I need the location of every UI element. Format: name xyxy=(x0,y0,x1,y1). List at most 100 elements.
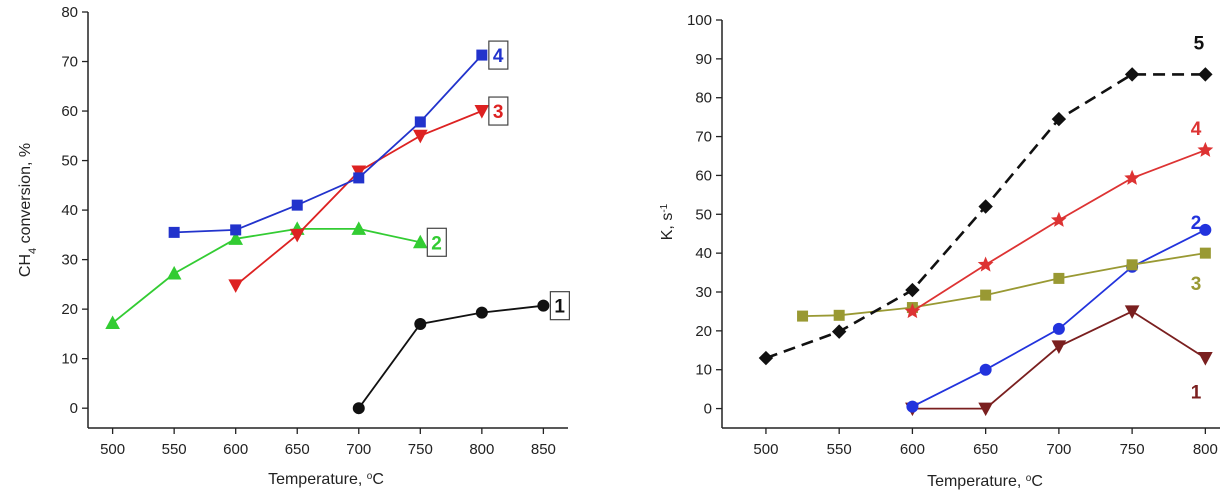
series-2-line xyxy=(911,228,1206,408)
y-tick-label: 80 xyxy=(61,4,78,21)
y-tick-label: 40 xyxy=(695,245,712,262)
x-axis-label: Temperature, oC xyxy=(268,471,384,489)
series-3-point xyxy=(474,105,490,119)
series-3-point xyxy=(1199,247,1211,259)
x-tick-label: 600 xyxy=(223,441,248,458)
y-tick-label: 70 xyxy=(695,129,712,146)
chart-ch4-conversion: 500 550 600 650 700 750 800 850 0 10 20 30 40 50 60 70 8… xyxy=(17,4,570,489)
series-4-point xyxy=(414,116,426,128)
series-2-point xyxy=(166,265,182,280)
series-4-label-box xyxy=(488,40,509,70)
series-2 xyxy=(906,223,1212,413)
y-tick-label: 60 xyxy=(61,103,78,120)
series-4-point xyxy=(476,49,488,61)
series-1 xyxy=(905,305,1213,417)
series-4-point xyxy=(168,226,180,238)
series-2 xyxy=(105,221,428,330)
series-2-point xyxy=(105,315,120,330)
y-tick-label: 30 xyxy=(695,284,712,301)
y-tick-label: 60 xyxy=(695,167,712,184)
series-4-line xyxy=(174,54,483,234)
series-3-line xyxy=(802,252,1206,317)
y-tick-label: 10 xyxy=(61,351,78,368)
series-5 xyxy=(758,67,1213,366)
x-tick-label: 800 xyxy=(1193,441,1218,458)
series-2-line xyxy=(112,227,421,324)
series-3-point xyxy=(351,165,367,180)
series-4-point xyxy=(1124,169,1141,185)
series-4-point xyxy=(1197,141,1214,157)
series-2-label: 2 xyxy=(1191,213,1202,234)
series-3-label: 3 xyxy=(493,102,504,123)
series-3 xyxy=(228,105,490,293)
y-axis-label: CH4 conversion, % xyxy=(17,143,39,277)
series-4-point xyxy=(1050,211,1067,227)
series-5-point xyxy=(1051,111,1067,127)
series-5-point xyxy=(758,350,774,366)
series-1-label: 1 xyxy=(554,297,565,318)
y-tick-label: 90 xyxy=(695,51,712,68)
series-3-point xyxy=(1126,259,1138,271)
x-tick-label: 750 xyxy=(1120,441,1145,458)
series-5-point xyxy=(1124,67,1140,82)
series-2-point xyxy=(906,400,919,413)
y-tick-label: 40 xyxy=(61,202,78,219)
series-2-point xyxy=(228,231,244,245)
series-4-point xyxy=(230,224,242,236)
series-1-point xyxy=(1051,340,1067,354)
series-3-label: 3 xyxy=(1191,274,1202,295)
series-2-point xyxy=(412,234,428,249)
series-1-point xyxy=(414,318,427,330)
series-4-point xyxy=(904,303,921,319)
series-4-point xyxy=(977,256,994,272)
series-5-point xyxy=(978,199,993,214)
x-tick-label: 500 xyxy=(100,441,125,458)
series-1-point xyxy=(537,299,550,312)
series-5-point xyxy=(831,324,847,339)
series-5-point xyxy=(905,282,920,298)
series-4 xyxy=(168,49,488,238)
x-tick-label: 600 xyxy=(900,441,925,458)
series-2-label: 2 xyxy=(431,233,442,254)
series-3-point xyxy=(412,129,428,144)
y-tick-label: 0 xyxy=(70,400,78,417)
series-1-point xyxy=(475,306,488,319)
y-tick-label: 30 xyxy=(61,252,78,269)
series-2-point xyxy=(1199,223,1212,236)
series-3-point xyxy=(797,310,809,322)
x-tick-label: 700 xyxy=(1046,441,1071,458)
series-3-point xyxy=(228,279,244,293)
series-3-point xyxy=(1053,272,1065,284)
series-1-label-box xyxy=(549,291,570,321)
y-tick-label: 10 xyxy=(695,362,712,379)
x-tick-label: 500 xyxy=(753,441,778,458)
x-axis-label: Temperature, oC xyxy=(927,473,1043,491)
series-4-label: 4 xyxy=(493,46,504,67)
series-4-line xyxy=(911,149,1206,313)
series-4-label: 4 xyxy=(1191,119,1202,140)
x-tick-label: 550 xyxy=(162,441,187,458)
x-tick-label: 650 xyxy=(285,441,310,458)
series-1-line xyxy=(358,304,544,409)
series-5-label: 5 xyxy=(1194,33,1205,54)
y-tick-label: 20 xyxy=(695,323,712,340)
y-tick-label: 50 xyxy=(61,153,78,170)
series-2-point xyxy=(979,363,992,376)
x-tick-label: 650 xyxy=(973,441,998,458)
series-1-label: 1 xyxy=(1191,383,1202,404)
y-tick-label: 20 xyxy=(61,301,78,318)
x-tick-label: 850 xyxy=(531,441,556,458)
series-3-point xyxy=(833,309,845,321)
series-1-point xyxy=(1198,352,1213,366)
x-tick-label: 550 xyxy=(827,441,852,458)
series-2-point xyxy=(1052,322,1065,335)
series-1-point xyxy=(1124,305,1140,319)
series-1-point xyxy=(352,402,365,415)
series-3-point xyxy=(980,289,992,301)
y-tick-label: 0 xyxy=(704,401,712,418)
series-3-point xyxy=(289,228,305,243)
series-2-point xyxy=(351,221,367,235)
series-5-point xyxy=(1198,67,1213,82)
x-tick-label: 750 xyxy=(408,441,433,458)
